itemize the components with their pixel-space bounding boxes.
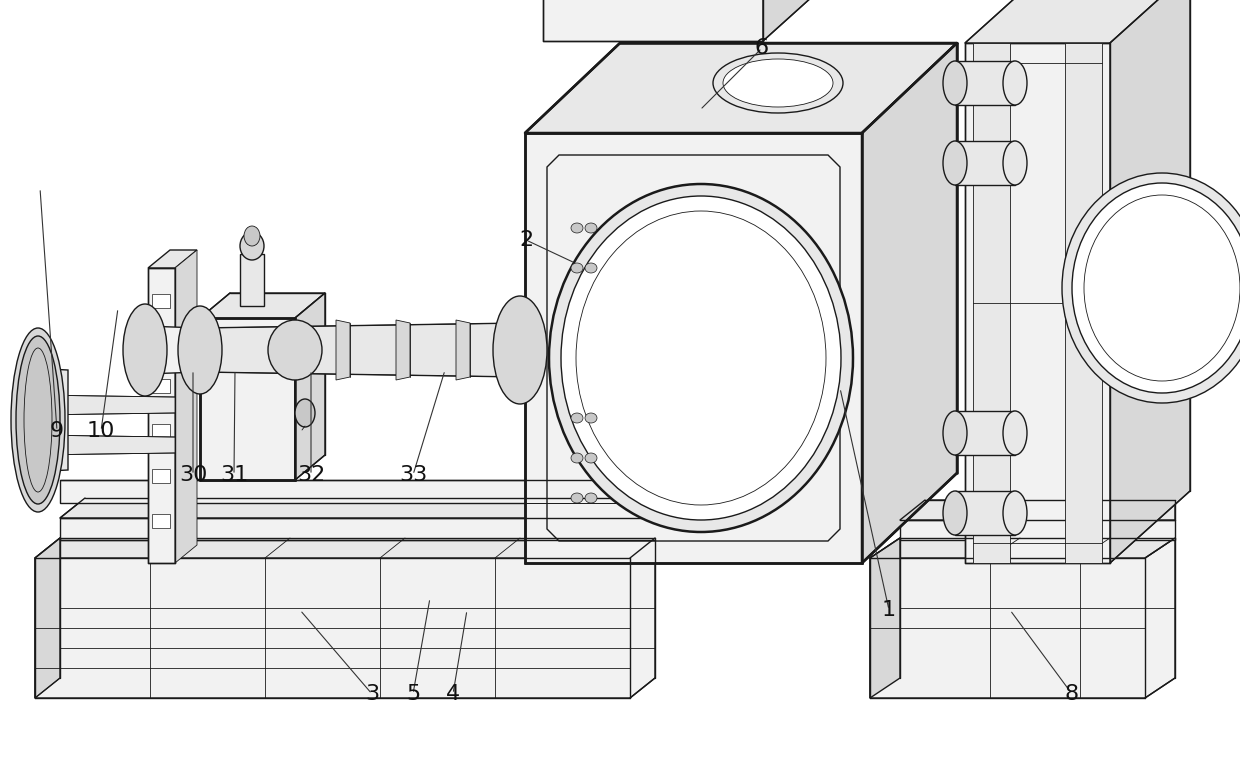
Bar xyxy=(153,379,170,393)
Polygon shape xyxy=(148,268,175,563)
Bar xyxy=(153,294,170,308)
Polygon shape xyxy=(870,538,900,698)
Ellipse shape xyxy=(942,141,967,185)
Ellipse shape xyxy=(20,385,40,425)
Ellipse shape xyxy=(11,328,64,512)
Ellipse shape xyxy=(241,232,264,260)
Ellipse shape xyxy=(713,53,843,113)
Text: 10: 10 xyxy=(87,421,115,441)
Text: 1: 1 xyxy=(882,600,897,620)
Polygon shape xyxy=(870,538,1176,698)
Polygon shape xyxy=(900,500,1176,520)
Polygon shape xyxy=(396,320,410,380)
Polygon shape xyxy=(525,133,862,563)
Polygon shape xyxy=(955,491,1016,535)
Text: 8: 8 xyxy=(1065,684,1079,704)
Ellipse shape xyxy=(549,184,853,532)
Ellipse shape xyxy=(577,211,826,505)
Polygon shape xyxy=(973,43,1011,563)
Ellipse shape xyxy=(585,493,596,503)
Text: 31: 31 xyxy=(219,465,248,485)
Polygon shape xyxy=(336,320,350,380)
Polygon shape xyxy=(955,141,1016,185)
Polygon shape xyxy=(175,250,197,563)
Ellipse shape xyxy=(723,59,833,107)
Text: 4: 4 xyxy=(446,684,460,704)
Ellipse shape xyxy=(1061,173,1240,403)
Polygon shape xyxy=(1110,0,1190,563)
Ellipse shape xyxy=(570,493,583,503)
Ellipse shape xyxy=(123,304,167,396)
Ellipse shape xyxy=(585,453,596,463)
Ellipse shape xyxy=(585,263,596,273)
Ellipse shape xyxy=(20,425,40,465)
Polygon shape xyxy=(862,43,957,563)
Polygon shape xyxy=(60,480,655,503)
Ellipse shape xyxy=(585,413,596,423)
Ellipse shape xyxy=(1084,195,1240,381)
Polygon shape xyxy=(955,411,1016,455)
Text: 3: 3 xyxy=(365,684,379,704)
Ellipse shape xyxy=(1073,183,1240,393)
Ellipse shape xyxy=(570,263,583,273)
Ellipse shape xyxy=(1003,411,1027,455)
Ellipse shape xyxy=(942,491,967,535)
Ellipse shape xyxy=(244,226,260,246)
Polygon shape xyxy=(60,518,655,540)
Bar xyxy=(153,514,170,528)
Ellipse shape xyxy=(16,336,60,504)
Polygon shape xyxy=(30,395,175,415)
Polygon shape xyxy=(965,43,1110,563)
Polygon shape xyxy=(35,538,60,698)
Ellipse shape xyxy=(494,296,547,404)
Ellipse shape xyxy=(942,61,967,105)
Ellipse shape xyxy=(295,399,315,427)
Text: 32: 32 xyxy=(296,465,325,485)
Polygon shape xyxy=(145,326,200,374)
Polygon shape xyxy=(1065,43,1102,563)
Polygon shape xyxy=(35,538,655,558)
Polygon shape xyxy=(543,0,763,41)
Polygon shape xyxy=(965,0,1190,43)
Polygon shape xyxy=(870,538,1176,558)
Polygon shape xyxy=(200,318,295,480)
Ellipse shape xyxy=(24,348,52,492)
Ellipse shape xyxy=(1003,141,1027,185)
Ellipse shape xyxy=(585,223,596,233)
Ellipse shape xyxy=(942,411,967,455)
Polygon shape xyxy=(547,155,839,541)
Polygon shape xyxy=(30,368,68,472)
Polygon shape xyxy=(955,61,1016,105)
Text: 9: 9 xyxy=(50,421,64,441)
Text: 30: 30 xyxy=(179,465,207,485)
Polygon shape xyxy=(763,0,843,41)
Polygon shape xyxy=(60,498,680,518)
Ellipse shape xyxy=(1003,491,1027,535)
Ellipse shape xyxy=(1003,61,1027,105)
Text: 33: 33 xyxy=(399,465,427,485)
Bar xyxy=(153,334,170,348)
Polygon shape xyxy=(30,435,175,455)
Ellipse shape xyxy=(560,196,841,520)
Bar xyxy=(153,424,170,438)
Polygon shape xyxy=(148,250,197,268)
Polygon shape xyxy=(200,323,520,377)
Ellipse shape xyxy=(268,320,322,380)
Polygon shape xyxy=(295,293,325,480)
Polygon shape xyxy=(200,293,325,318)
Polygon shape xyxy=(241,254,264,306)
Ellipse shape xyxy=(570,413,583,423)
Bar xyxy=(153,469,170,483)
Polygon shape xyxy=(900,520,1176,540)
Polygon shape xyxy=(456,320,470,380)
Text: 6: 6 xyxy=(755,38,769,58)
Text: 2: 2 xyxy=(518,230,533,250)
Ellipse shape xyxy=(570,223,583,233)
Ellipse shape xyxy=(570,453,583,463)
Text: 5: 5 xyxy=(405,684,420,704)
Polygon shape xyxy=(525,43,957,133)
Ellipse shape xyxy=(179,306,222,394)
Polygon shape xyxy=(35,538,655,698)
